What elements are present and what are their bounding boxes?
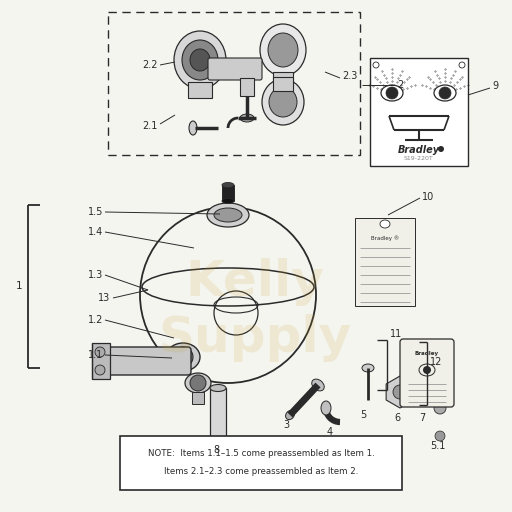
Ellipse shape (286, 411, 294, 420)
Ellipse shape (240, 114, 254, 122)
Ellipse shape (381, 85, 403, 101)
Text: NOTE:  Items 1.1–1.5 come preassembled as Item 1.: NOTE: Items 1.1–1.5 come preassembled as… (147, 449, 374, 458)
FancyBboxPatch shape (273, 77, 293, 91)
FancyBboxPatch shape (400, 339, 454, 407)
FancyBboxPatch shape (240, 78, 254, 96)
Text: Bradley: Bradley (415, 352, 439, 356)
FancyBboxPatch shape (108, 12, 360, 155)
Circle shape (438, 146, 444, 152)
Ellipse shape (210, 440, 226, 447)
Text: 2.3: 2.3 (342, 71, 357, 81)
FancyBboxPatch shape (120, 436, 402, 490)
FancyBboxPatch shape (192, 392, 204, 404)
Ellipse shape (434, 85, 456, 101)
FancyBboxPatch shape (95, 347, 191, 375)
Ellipse shape (222, 199, 234, 203)
Circle shape (386, 87, 398, 99)
FancyBboxPatch shape (208, 58, 262, 80)
Circle shape (190, 375, 206, 391)
Text: 8: 8 (213, 445, 219, 455)
Text: 2: 2 (397, 80, 403, 90)
Circle shape (95, 365, 105, 375)
FancyBboxPatch shape (210, 388, 226, 444)
Ellipse shape (174, 31, 226, 89)
Text: 11: 11 (390, 329, 402, 339)
Circle shape (439, 87, 451, 99)
Text: 1: 1 (15, 281, 22, 291)
FancyBboxPatch shape (222, 185, 234, 201)
FancyBboxPatch shape (370, 58, 468, 166)
Text: 1.1: 1.1 (88, 350, 103, 360)
Circle shape (435, 431, 445, 441)
Text: 4: 4 (327, 427, 333, 437)
Ellipse shape (166, 343, 200, 371)
Text: 6: 6 (394, 413, 400, 423)
Ellipse shape (185, 373, 211, 393)
Circle shape (434, 402, 446, 414)
Text: 2.1: 2.1 (143, 121, 158, 131)
Text: 13: 13 (98, 293, 110, 303)
Text: 1.5: 1.5 (88, 207, 103, 217)
Ellipse shape (182, 40, 218, 80)
FancyBboxPatch shape (188, 82, 212, 98)
Ellipse shape (416, 383, 428, 401)
Ellipse shape (214, 208, 242, 222)
Text: 5.1: 5.1 (430, 441, 445, 451)
Text: 9: 9 (492, 81, 498, 91)
Ellipse shape (321, 401, 331, 415)
Text: 2.2: 2.2 (142, 60, 158, 70)
Text: 5: 5 (360, 410, 366, 420)
Ellipse shape (207, 203, 249, 227)
Text: 7: 7 (419, 413, 425, 423)
Text: 1.2: 1.2 (88, 315, 103, 325)
Text: 1.4: 1.4 (88, 227, 103, 237)
Ellipse shape (262, 79, 304, 125)
FancyBboxPatch shape (92, 343, 110, 379)
FancyBboxPatch shape (273, 72, 293, 86)
Text: Kelly
Supply: Kelly Supply (158, 258, 352, 362)
Ellipse shape (190, 49, 210, 71)
Ellipse shape (189, 121, 197, 135)
Text: Bradley ®: Bradley ® (371, 235, 399, 241)
Text: Bradley: Bradley (398, 145, 440, 155)
Text: S19-220T: S19-220T (404, 157, 434, 161)
Circle shape (95, 347, 105, 357)
Circle shape (173, 347, 193, 367)
Text: 3: 3 (283, 420, 289, 430)
Text: 1.3: 1.3 (88, 270, 103, 280)
Ellipse shape (268, 33, 298, 67)
Ellipse shape (362, 364, 374, 372)
Text: Items 2.1–2.3 come preassembled as Item 2.: Items 2.1–2.3 come preassembled as Item … (164, 466, 358, 476)
Ellipse shape (269, 87, 297, 117)
Circle shape (423, 366, 431, 374)
Ellipse shape (312, 379, 324, 391)
Ellipse shape (380, 220, 390, 228)
Ellipse shape (210, 385, 226, 392)
Ellipse shape (222, 182, 234, 187)
Ellipse shape (260, 24, 306, 76)
FancyBboxPatch shape (355, 218, 415, 306)
Circle shape (393, 385, 407, 399)
Text: 10: 10 (422, 192, 434, 202)
Text: 12: 12 (430, 357, 442, 367)
